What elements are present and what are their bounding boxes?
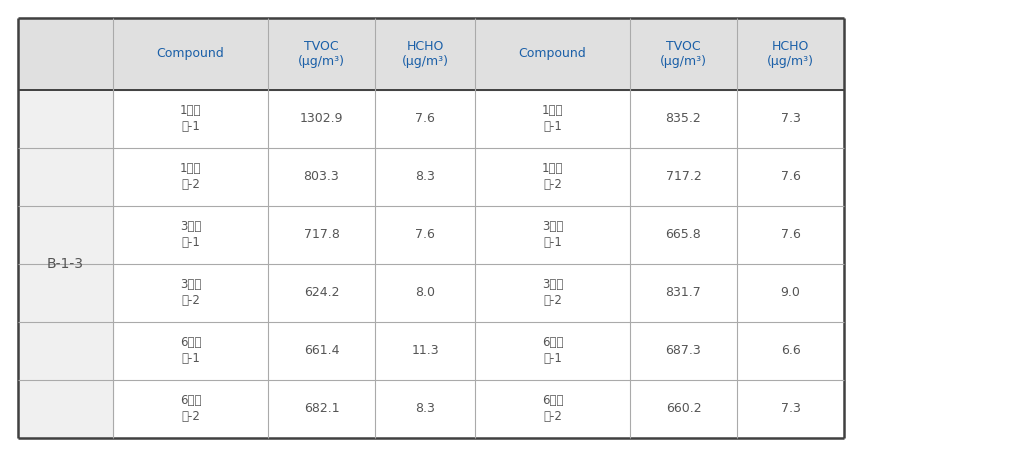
Text: 624.2: 624.2	[304, 287, 340, 299]
Text: 6일차
Ⓐ-1: 6일차 Ⓐ-1	[179, 336, 201, 366]
Text: HCHO
(μg/m³): HCHO (μg/m³)	[767, 39, 814, 69]
Text: 6일차
Ⓑ-1: 6일차 Ⓑ-1	[541, 336, 563, 366]
Text: 3일차
Ⓐ-1: 3일차 Ⓐ-1	[179, 220, 201, 250]
Text: 682.1: 682.1	[303, 403, 340, 415]
Text: 3일차
Ⓑ-1: 3일차 Ⓑ-1	[541, 220, 563, 250]
Text: 1일차
Ⓐ-1: 1일차 Ⓐ-1	[179, 105, 201, 133]
Text: Compound: Compound	[518, 48, 586, 60]
Text: 3일차
Ⓑ-2: 3일차 Ⓑ-2	[541, 278, 563, 308]
Text: 9.0: 9.0	[781, 287, 800, 299]
Text: B-1-3: B-1-3	[47, 257, 84, 271]
Text: 1302.9: 1302.9	[300, 112, 344, 126]
Text: TVOC
(μg/m³): TVOC (μg/m³)	[660, 39, 707, 69]
Text: 7.6: 7.6	[781, 170, 800, 184]
Bar	[18, 18, 844, 90]
Text: 687.3: 687.3	[665, 345, 702, 357]
Text: TVOC
(μg/m³): TVOC (μg/m³)	[298, 39, 345, 69]
Text: 6.6: 6.6	[781, 345, 800, 357]
Text: HCHO
(μg/m³): HCHO (μg/m³)	[402, 39, 448, 69]
Text: 660.2: 660.2	[665, 403, 702, 415]
Text: 6일차
Ⓑ-2: 6일차 Ⓑ-2	[541, 394, 563, 424]
Text: 717.2: 717.2	[665, 170, 702, 184]
Text: 7.3: 7.3	[781, 403, 800, 415]
Text: 8.3: 8.3	[415, 403, 435, 415]
Text: 7.3: 7.3	[781, 112, 800, 126]
Text: 7.6: 7.6	[415, 228, 435, 241]
Text: Compound: Compound	[156, 48, 224, 60]
Text: 1일차
Ⓑ-2: 1일차 Ⓑ-2	[541, 163, 563, 191]
Text: 1일차
Ⓑ-1: 1일차 Ⓑ-1	[541, 105, 563, 133]
Text: 8.3: 8.3	[415, 170, 435, 184]
Text: 831.7: 831.7	[665, 287, 702, 299]
Bar	[18, 90, 113, 438]
Text: 3일차
Ⓐ-2: 3일차 Ⓐ-2	[179, 278, 201, 308]
Text: 11.3: 11.3	[412, 345, 439, 357]
Text: 1일차
Ⓐ-2: 1일차 Ⓐ-2	[179, 163, 201, 191]
Text: 6일차
Ⓐ-2: 6일차 Ⓐ-2	[179, 394, 201, 424]
Text: 7.6: 7.6	[415, 112, 435, 126]
Text: 8.0: 8.0	[415, 287, 435, 299]
Text: 803.3: 803.3	[303, 170, 340, 184]
Text: 665.8: 665.8	[665, 228, 702, 241]
Text: 717.8: 717.8	[303, 228, 340, 241]
Text: 835.2: 835.2	[665, 112, 702, 126]
Text: 661.4: 661.4	[304, 345, 340, 357]
Text: 7.6: 7.6	[781, 228, 800, 241]
